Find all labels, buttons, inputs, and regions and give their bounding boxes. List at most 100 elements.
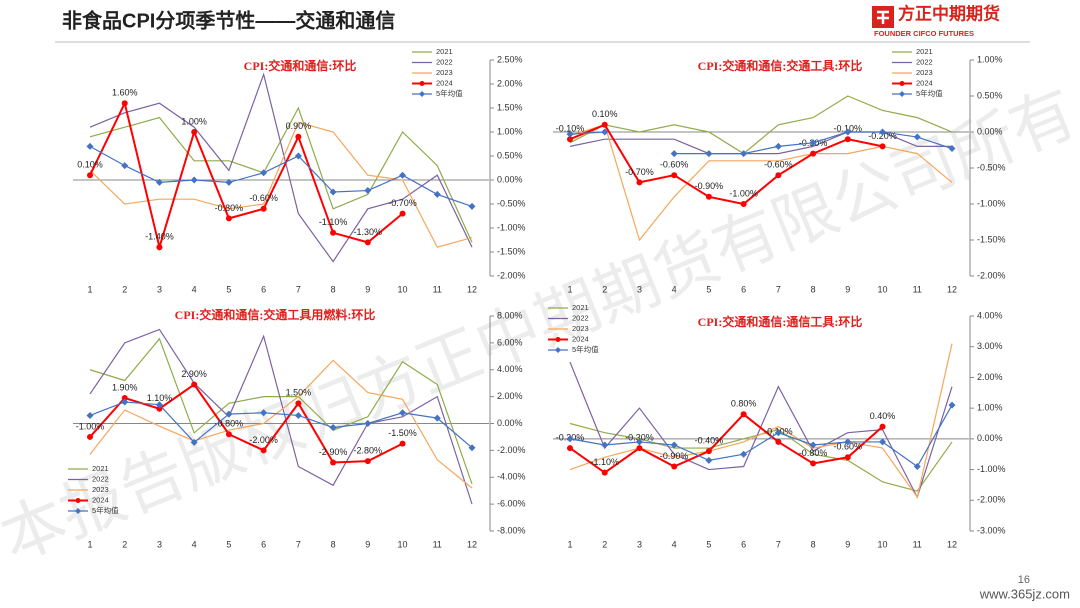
data-label: -0.70% [388,198,417,208]
x-tick-label: 9 [365,539,370,549]
y-tick-label: 0.50% [497,150,523,160]
data-label: 2.90% [181,369,207,379]
series-line [89,72,473,263]
point [844,454,851,461]
point [740,201,747,207]
point [364,239,371,246]
x-tick-label: 3 [157,539,162,549]
point [775,172,782,179]
legend-label: 2023 [916,68,933,77]
data-label: 0.10% [592,109,618,119]
legend-marker [555,347,561,353]
y-tick-label: 3.00% [977,341,1003,351]
legend-label: 5年均值 [916,88,943,98]
chart-title: CPI:交通和通信:交通工具用燃料:环比 [175,307,376,322]
data-label: 1.90% [112,382,138,392]
y-tick-label: 0.50% [977,90,1003,100]
point [566,435,574,443]
x-tick-label: 10 [878,539,888,549]
x-tick-label: 2 [602,539,607,549]
logo-text: 方正中期期货 [898,3,1000,23]
data-label: -0.60% [249,193,278,203]
point [294,411,302,419]
y-tick-label: 0.00% [497,174,523,184]
point [191,381,198,388]
point [844,128,852,136]
point [844,438,852,446]
legend-label: 2021 [92,464,109,473]
data-label: -0.20% [868,131,897,141]
x-tick-label: 8 [331,284,336,294]
x-tick-label: 4 [672,284,677,294]
x-tick-label: 9 [365,284,370,294]
point [601,128,609,136]
x-tick-label: 2 [122,539,127,549]
point [191,129,198,135]
y-tick-label: 4.00% [497,364,523,374]
legend-label: 2024 [436,78,453,87]
point [809,139,817,147]
x-tick-label: 3 [637,539,642,549]
legend-marker [555,337,561,342]
series-line [89,359,473,489]
legend-label: 2023 [92,485,109,494]
point [121,162,129,170]
legend-marker [899,81,905,86]
point [155,401,163,409]
chart-title: CPI:交通和通信:交通工具:环比 [698,58,863,73]
point [705,448,712,455]
x-tick-label: 6 [261,539,266,549]
legend-label: 2022 [572,313,589,322]
point [879,438,887,446]
data-label: -1.40% [145,232,174,242]
y-tick-label: 1.50% [497,102,523,112]
watermark: 本报告版权归方正中期期货有限公司所有 [0,76,1080,574]
data-label: -2.00% [249,435,278,445]
data-label: -1.10% [319,217,348,227]
x-tick-label: 6 [741,539,746,549]
data-label: 1.00% [181,116,207,126]
point [260,447,267,454]
point [774,142,782,150]
point [260,205,267,212]
data-label: -2.80% [354,446,383,456]
y-tick-label: -0.50% [497,198,526,208]
legend-label: 2023 [436,68,453,77]
chart-title: CPI:交通和通信:通信工具:环比 [698,314,863,329]
data-label: -0.10% [556,124,585,134]
point [190,176,198,184]
legend-marker [75,498,81,503]
data-label: -0.80% [799,448,828,458]
point [705,150,713,158]
data-label: -0.90% [660,451,689,461]
series-line [89,121,473,248]
x-tick-label: 1 [87,539,92,549]
x-tick-label: 8 [331,539,336,549]
page-number: 16 [1018,574,1030,586]
x-tick-label: 11 [913,284,922,294]
y-tick-label: 2.00% [497,391,523,401]
data-label: -1.10% [590,457,619,467]
legend-marker [899,91,905,97]
y-tick-label: -1.00% [977,198,1006,208]
data-label: -0.90% [695,181,724,191]
point [740,450,748,458]
x-tick-label: 11 [913,539,922,549]
y-tick-label: 0.00% [977,126,1003,136]
legend-label: 2022 [436,57,453,66]
point [879,128,887,136]
legend-label: 2022 [92,474,109,483]
point [705,193,712,200]
y-tick-label: -2.00% [977,270,1006,280]
x-tick-label: 3 [637,284,642,294]
x-tick-label: 6 [261,284,266,294]
legend-marker [75,508,81,514]
x-tick-label: 5 [706,284,711,294]
data-label: -1.30% [354,227,383,237]
y-tick-label: -4.00% [497,472,526,482]
data-label: 0.10% [77,160,103,170]
x-tick-label: 12 [467,284,477,294]
legend-label: 5年均值 [92,505,119,515]
point [601,441,609,449]
series-line [569,123,883,206]
